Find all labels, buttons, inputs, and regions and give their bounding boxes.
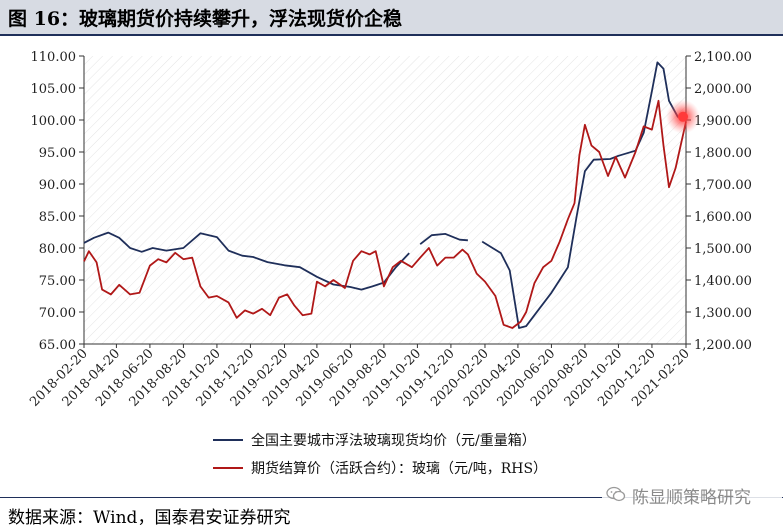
left-axis-tick-label: 90.00	[39, 178, 76, 193]
watermark: 陈显顺策略研究	[602, 480, 782, 510]
left-axis-tick-label: 70.00	[39, 306, 76, 321]
right-axis-tick-label: 1,300.00	[694, 306, 752, 321]
wechat-icon	[606, 486, 626, 502]
left-axis-tick-label: 80.00	[39, 242, 76, 257]
right-axis-tick-label: 1,700.00	[694, 178, 752, 193]
legend-label: 全国主要城市浮法玻璃现货均价（元/重量箱）	[251, 432, 536, 449]
left-axis-tick-label: 85.00	[39, 210, 76, 225]
right-axis-tick-label: 2,100.00	[694, 50, 752, 65]
title-bar: 图 16：玻璃期货价持续攀升，浮法现货价企稳	[0, 0, 783, 34]
left-axis-tick-label: 110.00	[31, 50, 77, 65]
spot-price-series-line	[83, 61, 686, 329]
source-note: 数据来源：Wind，国泰君安证券研究	[8, 508, 291, 528]
watermark-text: 陈显顺策略研究	[632, 488, 751, 508]
line-chart: 65.00 70.00 75.00 80.00 85.00 90.00 95.00 100.0…	[27, 50, 752, 477]
legend-label: 期货结算价（活跃合约）：玻璃（元/吨，RHS）	[251, 460, 547, 477]
futures-price-series-line	[83, 99, 687, 329]
left-axis-tick-label: 105.00	[31, 82, 77, 97]
right-axis-tick-label: 1,600.00	[694, 210, 752, 225]
left-axis-tick-label: 95.00	[39, 146, 76, 161]
right-axis-tick-label: 1,400.00	[694, 274, 752, 289]
left-axis-tick-label: 75.00	[39, 274, 76, 289]
left-axis-tick-label: 65.00	[39, 338, 76, 353]
right-axis-tick-label: 1,900.00	[694, 114, 752, 129]
plot-area	[84, 56, 686, 344]
right-axis-tick-label: 1,500.00	[694, 242, 752, 257]
left-axis-tick-label: 100.00	[31, 114, 77, 129]
figure-title: 图 16：玻璃期货价持续攀升，浮法现货价企稳	[8, 8, 403, 30]
title-underline	[0, 34, 783, 36]
right-axis-tick-label: 2,000.00	[694, 82, 752, 97]
footer-divider	[0, 497, 783, 498]
right-axis-tick-label: 1,200.00	[694, 338, 752, 353]
highlight-dot	[678, 111, 688, 122]
right-axis-tick-label: 1,800.00	[694, 146, 752, 161]
